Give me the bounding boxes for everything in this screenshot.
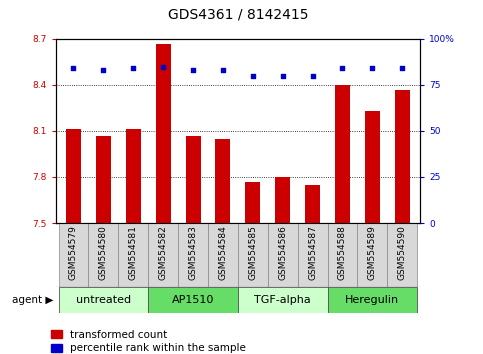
Text: GSM554580: GSM554580 xyxy=(99,225,108,280)
Bar xyxy=(327,223,357,287)
Text: GSM554582: GSM554582 xyxy=(158,225,168,280)
Bar xyxy=(245,182,260,223)
Point xyxy=(369,65,376,71)
Point xyxy=(309,73,316,79)
Text: GSM554585: GSM554585 xyxy=(248,225,257,280)
Text: GSM554589: GSM554589 xyxy=(368,225,377,280)
Text: GSM554579: GSM554579 xyxy=(69,225,78,280)
Text: GSM554586: GSM554586 xyxy=(278,225,287,280)
Bar xyxy=(66,130,81,223)
Point xyxy=(70,65,77,71)
Point xyxy=(129,65,137,71)
Bar xyxy=(305,185,320,223)
Text: AP1510: AP1510 xyxy=(172,295,214,305)
Point xyxy=(339,65,346,71)
Text: TGF-alpha: TGF-alpha xyxy=(255,295,311,305)
Bar xyxy=(238,223,268,287)
Point xyxy=(279,73,286,79)
Text: GDS4361 / 8142415: GDS4361 / 8142415 xyxy=(168,7,308,21)
Bar xyxy=(118,223,148,287)
Bar xyxy=(148,287,238,313)
Point xyxy=(159,64,167,69)
Point xyxy=(189,67,197,73)
Text: GSM554587: GSM554587 xyxy=(308,225,317,280)
Point xyxy=(99,67,107,73)
Bar xyxy=(156,44,170,223)
Point xyxy=(249,73,256,79)
Legend: transformed count, percentile rank within the sample: transformed count, percentile rank withi… xyxy=(51,330,246,353)
Bar xyxy=(357,223,387,287)
Bar xyxy=(387,223,417,287)
Bar xyxy=(88,223,118,287)
Bar xyxy=(268,223,298,287)
Bar xyxy=(215,139,230,223)
Text: GSM554590: GSM554590 xyxy=(398,225,407,280)
Bar xyxy=(208,223,238,287)
Bar xyxy=(58,223,88,287)
Bar xyxy=(298,223,327,287)
Bar xyxy=(335,85,350,223)
Bar xyxy=(58,287,148,313)
Point xyxy=(219,67,227,73)
Bar xyxy=(327,287,417,313)
Text: GSM554583: GSM554583 xyxy=(188,225,198,280)
Bar xyxy=(365,111,380,223)
Bar xyxy=(238,287,327,313)
Text: Heregulin: Heregulin xyxy=(345,295,399,305)
Bar xyxy=(96,136,111,223)
Bar xyxy=(178,223,208,287)
Bar xyxy=(275,177,290,223)
Bar xyxy=(148,223,178,287)
Text: GSM554584: GSM554584 xyxy=(218,225,227,280)
Bar xyxy=(395,90,410,223)
Text: GSM554588: GSM554588 xyxy=(338,225,347,280)
Point xyxy=(398,65,406,71)
Text: agent ▶: agent ▶ xyxy=(12,295,53,305)
Text: untreated: untreated xyxy=(76,295,131,305)
Bar xyxy=(185,136,200,223)
Text: GSM554581: GSM554581 xyxy=(129,225,138,280)
Bar xyxy=(126,130,141,223)
